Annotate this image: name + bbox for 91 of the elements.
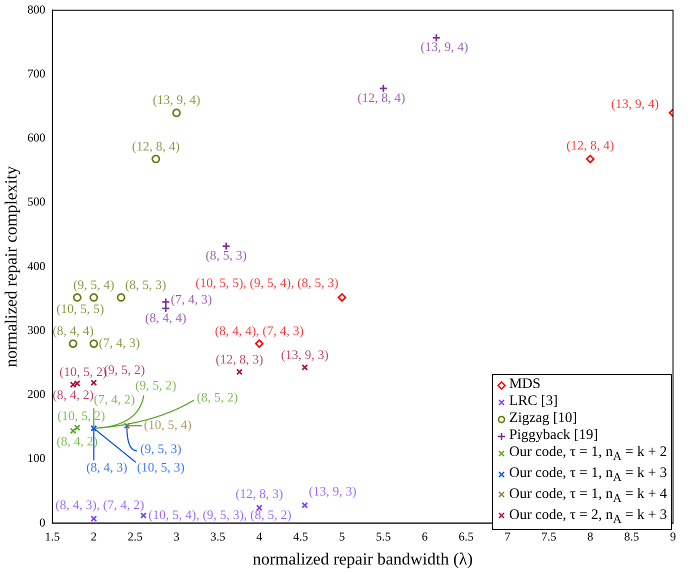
point [89, 293, 98, 302]
x-tick-label: 8 [587, 530, 594, 544]
point [172, 108, 181, 118]
annotation: (8, 4, 3) [86, 460, 128, 475]
point [90, 379, 98, 386]
annotation: (12, 8, 3) [216, 351, 264, 366]
x-tick-label: 2 [90, 530, 97, 544]
y-tick-label: 500 [27, 194, 46, 209]
point [302, 364, 308, 371]
annotation: (10, 5, 5) [56, 300, 104, 316]
x-tick-label: 2.5 [128, 530, 143, 544]
point [152, 154, 160, 164]
annotation: (7, 4, 3) [98, 335, 140, 350]
y-tick-label: 100 [27, 451, 46, 466]
annotation: (8, 4, 4), (7, 4, 3) [214, 323, 304, 338]
legend-label: Our code, τ = 1, n$_{A}$ = k + 3 [509, 465, 667, 484]
point [89, 339, 98, 348]
annotation: (12, 8, 4) [358, 90, 406, 105]
y-tick-label: 700 [27, 66, 46, 80]
annotation: (13, 9, 3) [308, 484, 356, 499]
x-tick-label: 5 [339, 530, 346, 544]
annotation: (12, 8, 3) [235, 486, 284, 502]
annotation: (13, 9, 4) [420, 39, 468, 54]
point [586, 154, 595, 164]
annotation: (13, 9, 4) [152, 92, 200, 108]
annotation: (13, 9, 3) [280, 346, 329, 362]
y-axis-title: normalized repair complexity [2, 166, 21, 368]
point [70, 428, 76, 434]
annotation: (9, 5, 4) [73, 276, 114, 292]
point [236, 368, 243, 376]
x-tick-label: 8.5 [624, 530, 640, 544]
annotation: (10, 5, 5), (9, 5, 4), (8, 5, 3) [196, 274, 339, 290]
annotation: (10, 5, 4), (9, 5, 3), (8, 5, 2) [148, 506, 292, 522]
x-tick-label: 4.5 [293, 530, 308, 544]
y-tick-label: 800 [27, 2, 46, 16]
point [140, 512, 147, 519]
y-tick-label: 300 [27, 322, 46, 337]
y-tick-label: 400 [27, 258, 46, 273]
x-tick-label: 7.5 [541, 530, 556, 544]
point [90, 515, 98, 522]
legend-label: Zigzag [10] [509, 410, 578, 426]
x-tick-label: 5.5 [376, 530, 391, 544]
point [379, 84, 388, 93]
annotation: (7, 4, 2) [94, 392, 135, 407]
annotation: (8, 5, 2) [196, 390, 238, 405]
legend-label: Our code, τ = 2, n$_{A}$ = k + 3 [509, 507, 667, 526]
legend-label: Our code, τ = 1, n$_{A}$ = k + 2 [509, 444, 667, 464]
annotation: (8, 4, 4) [145, 310, 186, 325]
x-axis-title: normalized repair bandwidth (λ) [252, 549, 473, 568]
x-tick-label: 9 [670, 530, 676, 544]
x-tick-label: 6 [422, 530, 428, 544]
y-tick-label: 600 [27, 130, 46, 145]
point [72, 293, 82, 302]
annotation: (10, 5, 2) [57, 408, 106, 424]
point [74, 380, 80, 387]
point [302, 502, 308, 509]
annotation: (8, 4, 3), (7, 4, 2) [55, 497, 144, 512]
y-tick-label: 0 [39, 515, 46, 530]
x-tick-label: 6.5 [458, 530, 474, 544]
x-tick-label: 3.5 [210, 530, 226, 544]
annotation: (10, 5, 3) [136, 460, 185, 475]
x-tick-label: 3 [174, 530, 180, 544]
point [161, 304, 170, 313]
annotation: (9, 5, 2) [135, 378, 176, 393]
annotation: (8, 5, 3) [206, 248, 247, 263]
x-tick-label: 1.5 [44, 530, 60, 544]
point [432, 33, 441, 42]
point [116, 293, 126, 302]
y-tick-label: 200 [27, 387, 46, 402]
annotation: (7, 4, 3) [170, 291, 212, 306]
annotation: (12, 8, 4) [132, 138, 180, 154]
point [222, 242, 230, 250]
point [254, 339, 264, 348]
point [68, 339, 78, 348]
x-tick-label: 4 [256, 530, 262, 544]
annotation: (10, 5, 4) [144, 417, 192, 432]
legend-label: Piggyback [19] [509, 427, 598, 444]
annotation: (9, 5, 3) [140, 441, 182, 456]
point [74, 424, 80, 431]
point [70, 381, 76, 388]
annotation: (8, 4, 4) [52, 323, 94, 338]
legend-label: Our code, τ = 1, n$_{A}$ = k + 4 [509, 486, 667, 506]
annotation: (12, 8, 4) [566, 137, 614, 152]
annotation: (13, 9, 4) [611, 96, 659, 112]
point [161, 298, 170, 306]
x-tick-label: 7 [504, 530, 511, 544]
annotation: (8, 5, 3) [125, 276, 166, 292]
point [338, 293, 346, 302]
legend-label: LRC [3] [509, 393, 558, 410]
legend-label: MDS [509, 376, 541, 392]
annotation: (8, 4, 2) [52, 387, 94, 402]
